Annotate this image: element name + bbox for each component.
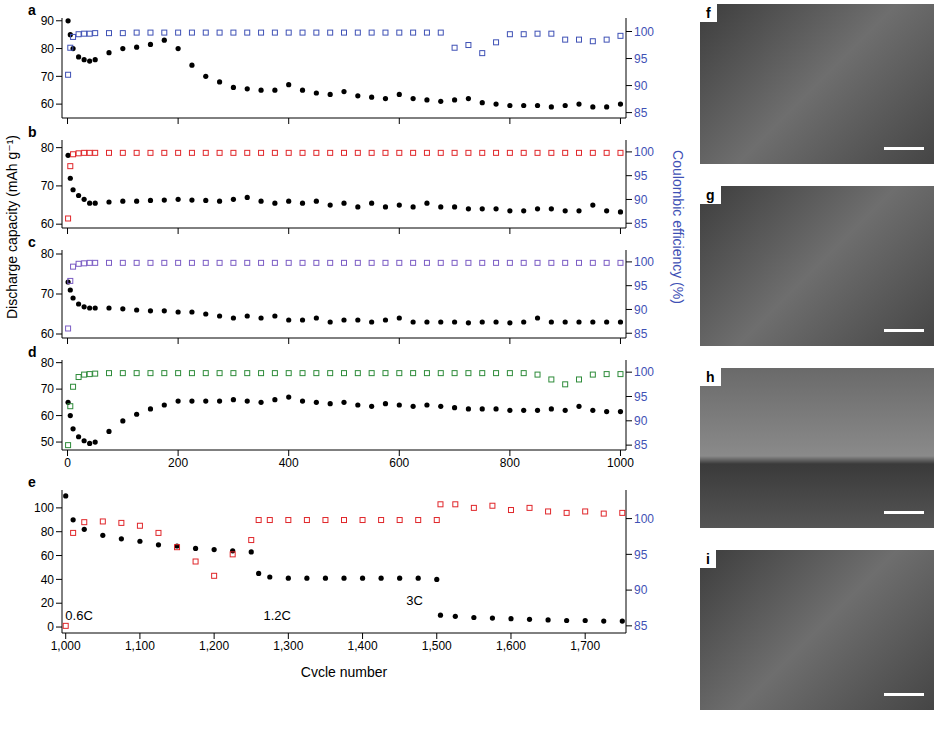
svg-text:1,100: 1,100 xyxy=(125,639,155,653)
svg-text:85: 85 xyxy=(634,438,648,452)
svg-text:100: 100 xyxy=(634,25,654,39)
svg-text:85: 85 xyxy=(634,619,648,633)
svg-text:800: 800 xyxy=(500,456,520,470)
svg-text:60: 60 xyxy=(41,549,55,563)
svg-text:0: 0 xyxy=(47,620,54,634)
svg-text:1,400: 1,400 xyxy=(348,639,378,653)
svg-text:70: 70 xyxy=(41,382,55,396)
svg-text:95: 95 xyxy=(634,169,648,183)
svg-text:80: 80 xyxy=(41,525,55,539)
svg-text:1000: 1000 xyxy=(607,456,634,470)
svg-text:90: 90 xyxy=(634,79,648,93)
svg-text:70: 70 xyxy=(41,179,55,193)
svg-text:85: 85 xyxy=(634,217,648,231)
svg-text:85: 85 xyxy=(634,106,648,120)
svg-text:60: 60 xyxy=(41,327,55,341)
svg-text:100: 100 xyxy=(634,145,654,159)
svg-text:1,500: 1,500 xyxy=(422,639,452,653)
svg-text:70: 70 xyxy=(41,70,55,84)
svg-text:1,600: 1,600 xyxy=(496,639,526,653)
svg-text:95: 95 xyxy=(634,52,648,66)
svg-text:3C: 3C xyxy=(406,593,423,608)
svg-text:100: 100 xyxy=(34,501,54,515)
svg-text:95: 95 xyxy=(634,390,648,404)
svg-text:90: 90 xyxy=(634,414,648,428)
svg-text:400: 400 xyxy=(279,456,299,470)
svg-text:60: 60 xyxy=(41,97,55,111)
svg-text:80: 80 xyxy=(41,356,55,370)
svg-text:90: 90 xyxy=(634,193,648,207)
svg-text:90: 90 xyxy=(634,583,648,597)
svg-text:85: 85 xyxy=(634,327,648,341)
svg-text:95: 95 xyxy=(634,279,648,293)
svg-text:0: 0 xyxy=(64,456,71,470)
svg-text:80: 80 xyxy=(41,247,55,261)
html-text:g: g xyxy=(706,187,715,203)
svg-text:100: 100 xyxy=(634,365,654,379)
svg-text:1,200: 1,200 xyxy=(199,639,229,653)
svg-text:90: 90 xyxy=(41,14,55,28)
svg-text:60: 60 xyxy=(41,217,55,231)
svg-text:1,000: 1,000 xyxy=(51,639,81,653)
html-text:c: c xyxy=(28,234,36,250)
html-text:Coulombic efficiency (%): Coulombic efficiency (%) xyxy=(670,150,686,304)
html-text:h: h xyxy=(706,369,715,385)
svg-text:0.6C: 0.6C xyxy=(65,608,92,623)
svg-text:100: 100 xyxy=(634,512,654,526)
svg-text:Cvcle number: Cvcle number xyxy=(301,664,388,679)
html-text:e: e xyxy=(28,474,36,490)
svg-text:20: 20 xyxy=(41,596,55,610)
svg-text:80: 80 xyxy=(41,42,55,56)
svg-text:40: 40 xyxy=(41,573,55,587)
svg-text:100: 100 xyxy=(634,255,654,269)
svg-text:95: 95 xyxy=(634,548,648,562)
html-text:a: a xyxy=(28,2,36,18)
svg-text:70: 70 xyxy=(41,287,55,301)
html-text:d: d xyxy=(28,344,37,360)
html-text:f: f xyxy=(706,5,711,21)
svg-text:50: 50 xyxy=(41,435,55,449)
html-text:b: b xyxy=(28,124,37,140)
html-text:Discharge capacity (mAh g⁻¹): Discharge capacity (mAh g⁻¹) xyxy=(4,135,20,319)
svg-text:80: 80 xyxy=(41,141,55,155)
svg-text:600: 600 xyxy=(389,456,409,470)
svg-text:90: 90 xyxy=(634,303,648,317)
svg-text:1.2C: 1.2C xyxy=(263,608,290,623)
svg-text:60: 60 xyxy=(41,409,55,423)
html-text:i: i xyxy=(706,551,710,567)
svg-text:1,700: 1,700 xyxy=(570,639,600,653)
svg-text:1,300: 1,300 xyxy=(273,639,303,653)
svg-text:200: 200 xyxy=(168,456,188,470)
